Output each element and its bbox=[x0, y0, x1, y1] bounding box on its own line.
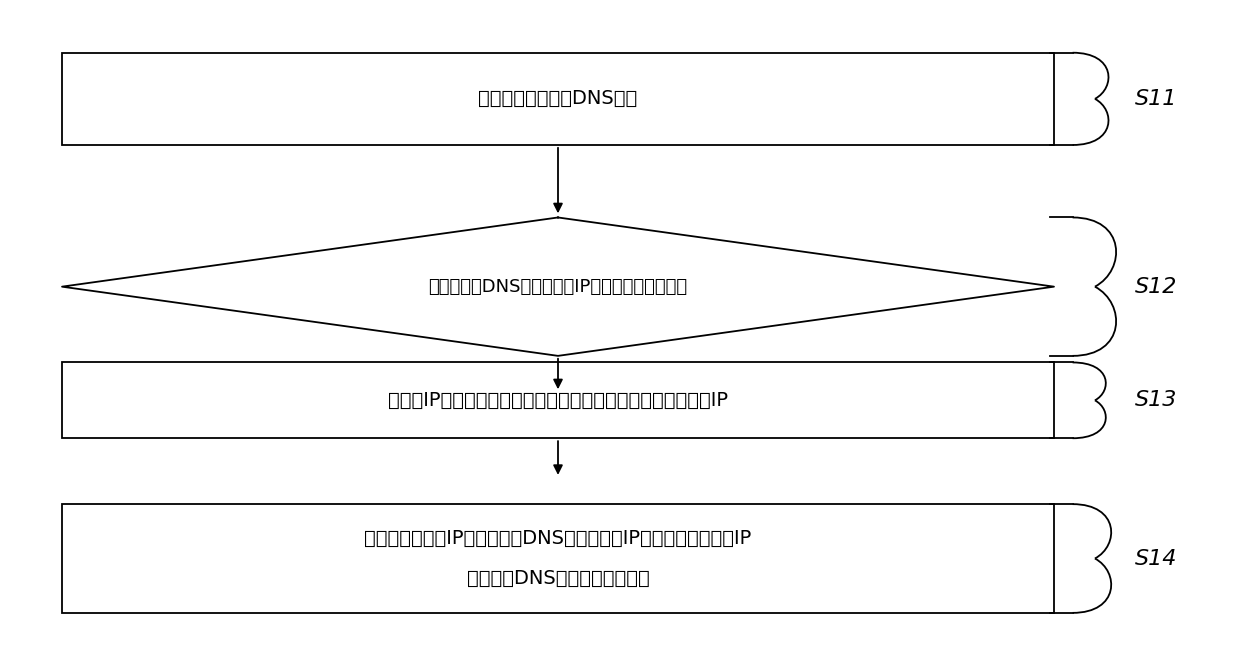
Text: 若目标IP与当前链路不匹配，则获取与当前链路匹配的重定向IP: 若目标IP与当前链路不匹配，则获取与当前链路匹配的重定向IP bbox=[388, 391, 728, 410]
Text: S11: S11 bbox=[1135, 89, 1177, 109]
Text: S13: S13 bbox=[1135, 390, 1177, 411]
Text: S12: S12 bbox=[1135, 277, 1177, 297]
Text: 判断所述非DNS报文的目标IP是否与当前链路匹配: 判断所述非DNS报文的目标IP是否与当前链路匹配 bbox=[429, 277, 687, 296]
Text: S14: S14 bbox=[1135, 548, 1177, 569]
Text: 采用所述重定向IP替换所述非DNS报文的目标IP，基于所述重定向IP: 采用所述重定向IP替换所述非DNS报文的目标IP，基于所述重定向IP bbox=[365, 529, 751, 548]
Text: 接收来自终端的非DNS报文: 接收来自终端的非DNS报文 bbox=[479, 90, 637, 108]
Bar bbox=[62, 362, 1054, 438]
Text: 将所述非DNS报文转发至网络侧: 将所述非DNS报文转发至网络侧 bbox=[466, 569, 650, 588]
Bar bbox=[62, 504, 1054, 613]
Bar bbox=[62, 53, 1054, 145]
